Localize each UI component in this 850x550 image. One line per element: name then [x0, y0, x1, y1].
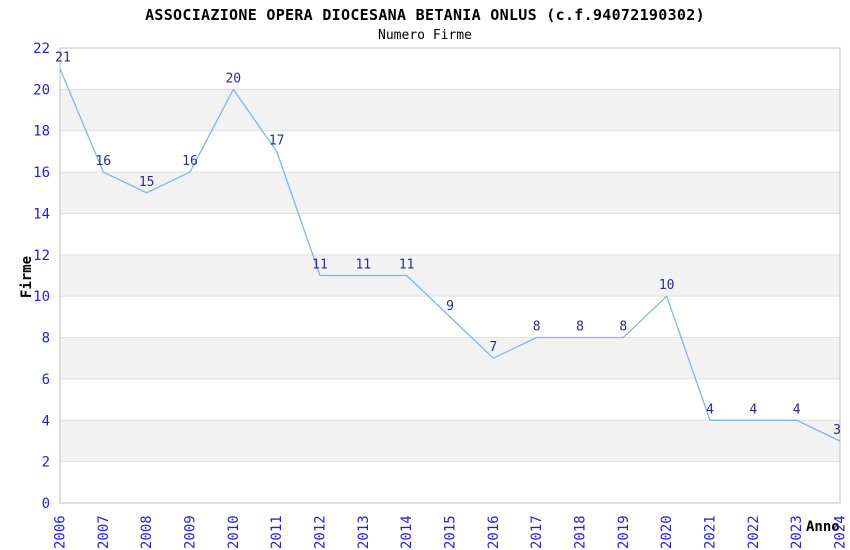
point-label: 3: [833, 423, 841, 438]
x-tick-label: 2010: [226, 515, 242, 549]
y-tick-label: 18: [33, 124, 50, 140]
data-line: [59, 68, 841, 442]
x-tick-label: 2007: [96, 515, 112, 549]
y-tick-label: 6: [42, 372, 50, 388]
point-label: 7: [489, 340, 497, 355]
point-label: 11: [399, 258, 415, 273]
point-label: 8: [576, 320, 584, 335]
x-tick-label: 2023: [789, 515, 805, 549]
x-tick-label: 2021: [703, 515, 719, 549]
x-tick-label: 2024: [833, 515, 849, 549]
point-label: 11: [355, 258, 371, 273]
point-label: 16: [182, 154, 198, 169]
point-label: 4: [706, 402, 714, 417]
point-label: 11: [312, 258, 328, 273]
plot-band: [60, 172, 840, 214]
y-tick-label: 8: [42, 331, 50, 347]
chart-subtitle: Numero Firme: [378, 28, 472, 43]
point-label: 8: [533, 320, 541, 335]
point-label: 16: [95, 154, 111, 169]
plot-band: [60, 420, 840, 462]
point-label: 8: [619, 320, 627, 335]
y-tick-label: 12: [33, 248, 50, 264]
x-tick-label: 2014: [399, 515, 415, 549]
y-tick-label: 14: [33, 207, 50, 223]
plot-band: [60, 89, 840, 131]
y-tick-label: 2: [42, 455, 50, 471]
x-tick-label: 2013: [356, 515, 372, 549]
x-tick-label: 2020: [659, 515, 675, 549]
point-label: 21: [55, 51, 71, 66]
x-axis-title: Anno: [806, 519, 840, 535]
x-tick-label: 2022: [746, 515, 762, 549]
point-label: 10: [659, 278, 675, 293]
x-tick-label: 2015: [443, 515, 459, 549]
plot-band: [60, 254, 840, 297]
point-label: 17: [269, 133, 285, 148]
y-tick-label: 0: [42, 496, 50, 512]
x-tick-label: 2006: [53, 515, 69, 549]
point-label: 4: [749, 402, 757, 417]
point-label: 20: [225, 71, 241, 86]
plot-border: [59, 47, 841, 504]
chart-title: ASSOCIAZIONE OPERA DIOCESANA BETANIA ONL…: [145, 6, 705, 24]
x-tick-label: 2008: [139, 515, 155, 549]
y-tick-label: 20: [33, 82, 50, 98]
x-tick-label: 2019: [616, 515, 632, 549]
x-tick-label: 2009: [183, 515, 199, 549]
x-tick-label: 2018: [573, 515, 589, 549]
point-label: 4: [793, 402, 801, 417]
plot-band: [60, 337, 840, 379]
point-label: 9: [446, 299, 454, 314]
x-tick-label: 2011: [269, 515, 285, 549]
y-tick-label: 22: [33, 41, 50, 57]
x-tick-label: 2012: [313, 515, 329, 549]
x-tick-label: 2016: [486, 515, 502, 549]
y-tick-label: 4: [42, 413, 50, 429]
point-label: 15: [139, 175, 155, 190]
y-tick-label: 10: [33, 289, 50, 305]
x-tick-label: 2017: [529, 515, 545, 549]
y-tick-label: 16: [33, 165, 50, 181]
